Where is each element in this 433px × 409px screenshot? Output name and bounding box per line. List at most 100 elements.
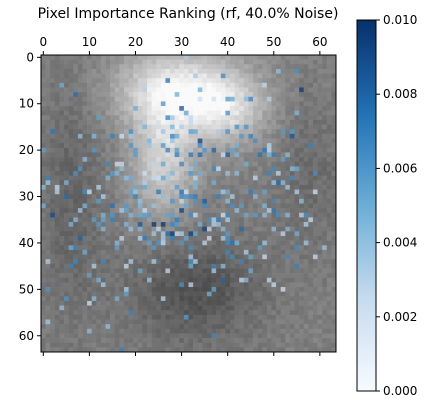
heatmap-cell [133,162,138,167]
heatmap-cell [106,282,111,287]
heatmap-cell [304,255,309,260]
heatmap-cell [248,273,253,278]
heatmap-cell [295,120,300,125]
heatmap-cell [322,152,327,157]
heatmap-cell [230,152,235,157]
heatmap-cell [165,97,170,102]
heatmap-cell [202,343,207,348]
heatmap-cell [235,250,240,255]
heatmap-cell [207,278,212,283]
heatmap-cell [184,87,189,92]
heatmap-cell [216,111,221,116]
heatmap-cell [225,268,230,273]
heatmap-cell [327,64,332,69]
heatmap-cell [299,310,304,315]
heatmap-cell [285,333,290,338]
heatmap-cell [258,166,263,171]
heatmap-cell [248,125,253,130]
heatmap-cell [161,320,166,325]
heatmap-cell [175,87,180,92]
heatmap-cell [96,92,101,97]
heatmap-cell [165,92,170,97]
heatmap-cell [239,282,244,287]
heatmap-cell [92,217,97,222]
heatmap-cell [73,180,78,185]
heatmap-cell [327,78,332,83]
heatmap-cell [271,292,276,297]
heatmap-cell [267,208,272,213]
heatmap-cell [295,64,300,69]
heatmap-cell [295,148,300,153]
heatmap-cell [69,148,74,153]
heatmap-cell [285,329,290,334]
heatmap-cell [281,78,286,83]
heatmap-cell [285,148,290,153]
heatmap-cell [202,143,207,148]
heatmap-cell [253,87,258,92]
heatmap-cell [239,143,244,148]
heatmap-cell [101,162,106,167]
heatmap-cell [69,315,74,320]
heatmap-cell [170,111,175,116]
heatmap-cell [230,282,235,287]
heatmap-cell [165,78,170,83]
heatmap-cell [179,287,184,292]
heatmap-cell [290,217,295,222]
heatmap-cell [221,268,226,273]
heatmap-cell [235,329,240,334]
heatmap-cell [82,255,87,260]
heatmap-cell [175,310,180,315]
heatmap-cell [230,87,235,92]
heatmap-cell [142,83,147,88]
heatmap-cell [92,83,97,88]
heatmap-cell [304,125,309,130]
heatmap-cell [327,268,332,273]
heatmap-cell [170,101,175,106]
heatmap-cell [133,55,138,60]
heatmap-cell [50,83,55,88]
heatmap-cell [262,296,267,301]
heatmap-cell [239,180,244,185]
heatmap-cell [318,204,323,209]
heatmap-cell [202,97,207,102]
heatmap-cell [82,120,87,125]
heatmap-cell [304,310,309,315]
heatmap-cell [92,101,97,106]
heatmap-cell [285,139,290,144]
heatmap-cell [262,324,267,329]
heatmap-cell [235,301,240,306]
heatmap-cell [92,194,97,199]
heatmap-cell [276,329,281,334]
heatmap-cell [267,241,272,246]
heatmap-cell [281,255,286,260]
heatmap-cell [87,329,92,334]
heatmap-cell [212,287,217,292]
heatmap-cell [161,296,166,301]
heatmap-cell [69,125,74,130]
heatmap-cell [96,250,101,255]
heatmap-cell [207,255,212,260]
heatmap-cell [230,199,235,204]
heatmap-cell [165,227,170,232]
heatmap-cell [216,199,221,204]
heatmap-cell [225,83,230,88]
heatmap-cell [244,222,249,227]
heatmap-cell [161,176,166,181]
heatmap-cell [271,324,276,329]
heatmap-cell [327,282,332,287]
x-tick-label: 60 [312,35,327,49]
heatmap-cell [101,120,106,125]
heatmap-cell [281,217,286,222]
heatmap-cell [202,185,207,190]
heatmap-cell [308,152,313,157]
heatmap-cell [78,324,83,329]
heatmap-cell [129,306,134,311]
heatmap-cell [318,92,323,97]
heatmap-cell [170,129,175,134]
heatmap-cell [129,259,134,264]
heatmap-cell [133,74,138,79]
heatmap-cell [138,259,143,264]
heatmap-cell [115,301,120,306]
heatmap-cell [110,111,115,116]
heatmap-cell [212,204,217,209]
